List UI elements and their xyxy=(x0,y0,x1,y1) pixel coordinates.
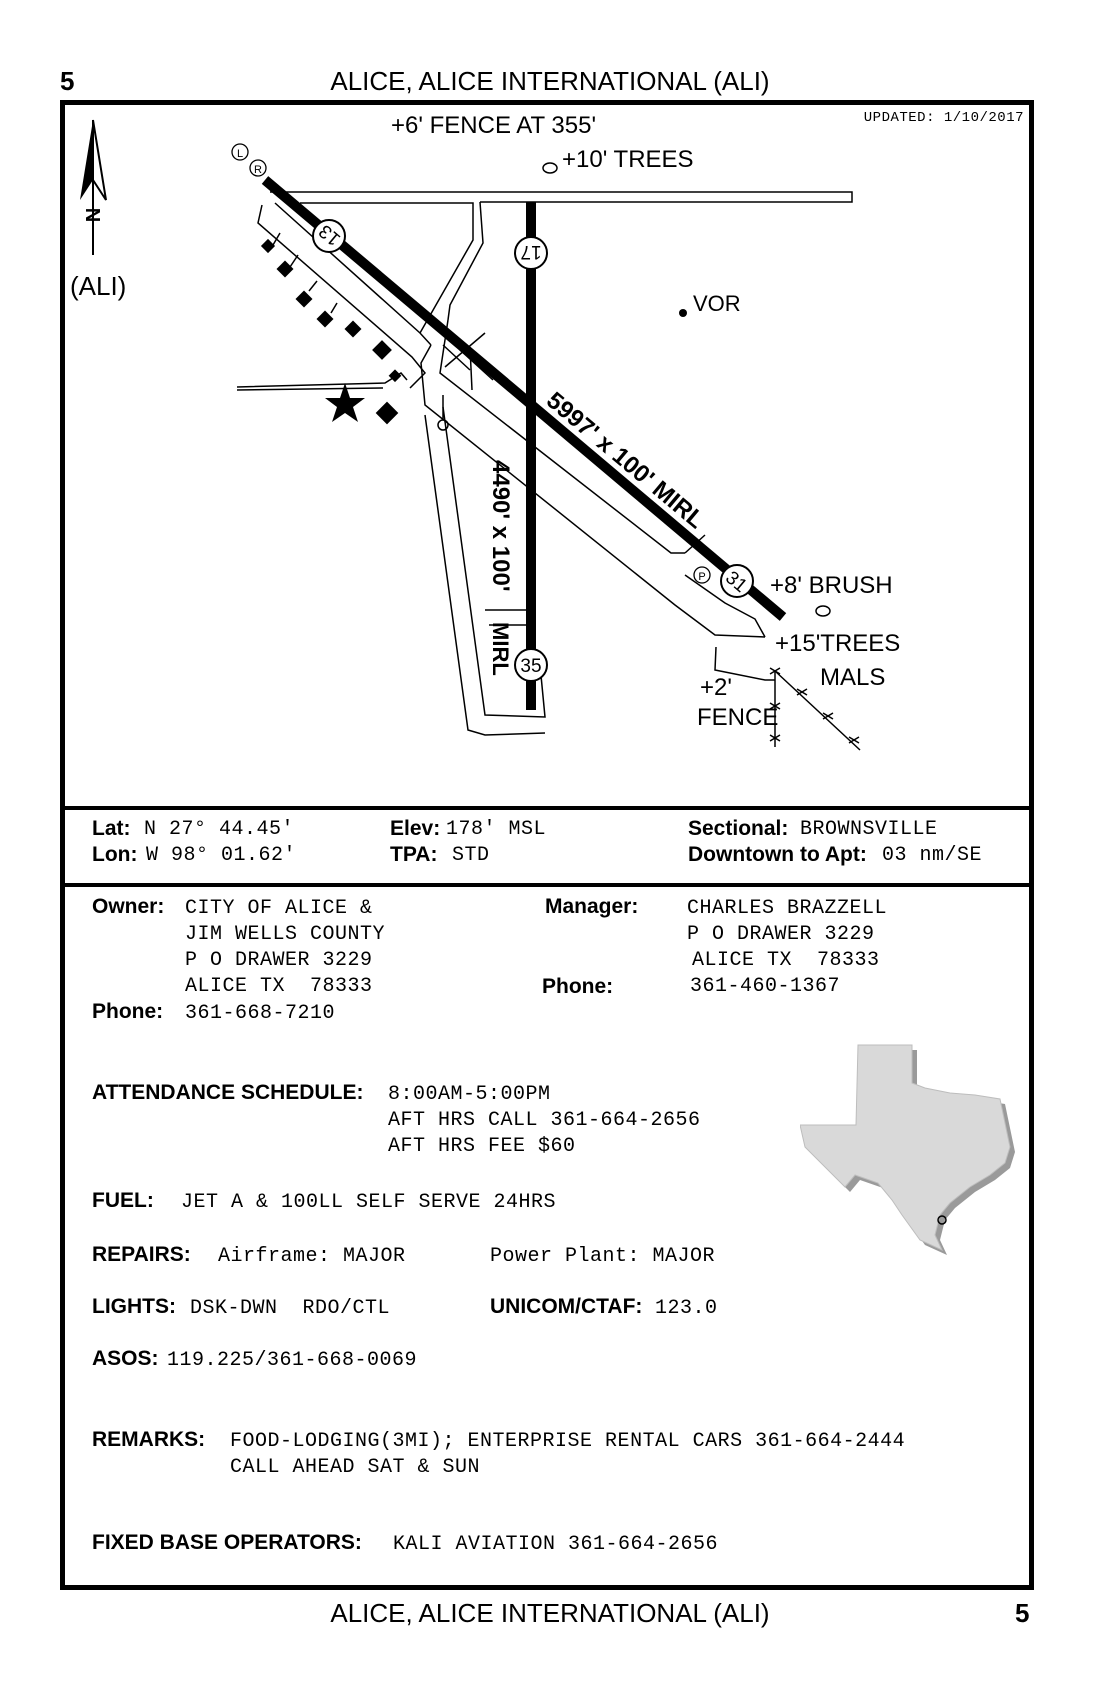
note-brush: +8' BRUSH xyxy=(770,572,893,599)
note-mals: MALS xyxy=(820,664,885,691)
vor-label: VOR xyxy=(693,291,741,316)
downtown-value: 03 nm/SE xyxy=(882,844,983,867)
trees-north-icon xyxy=(542,162,558,174)
lat-label: Lat: xyxy=(92,817,131,840)
manager-line: P O DRAWER 3229 xyxy=(687,923,875,946)
lon-value: W 98° 01.62' xyxy=(146,844,297,867)
manager-label: Manager: xyxy=(545,895,639,918)
vor-icon xyxy=(679,309,687,317)
note-fence-south-1: +2' xyxy=(700,674,732,701)
manager-phone-label: Phone: xyxy=(542,975,614,998)
north-label: N xyxy=(81,208,103,222)
manager-phone: 361-460-1367 xyxy=(690,975,841,998)
svg-text:P: P xyxy=(698,571,705,583)
windcone-icon xyxy=(437,332,494,431)
note-fence-south-2: FENCE xyxy=(697,704,778,731)
mals-fence-line xyxy=(769,667,861,751)
svg-text:17: 17 xyxy=(520,241,541,262)
downtown-label: Downtown to Apt: xyxy=(688,843,867,866)
airport-identifier: (ALI) xyxy=(70,271,126,301)
updated-date: UPDATED: 1/10/2017 xyxy=(863,110,1024,126)
owner-phone: 361-668-7210 xyxy=(185,1002,336,1025)
elev-label: Elev: xyxy=(390,817,441,840)
attendance-label: ATTENDANCE SCHEDULE: xyxy=(92,1081,364,1104)
marker-P: P xyxy=(693,566,711,584)
airport-location-icon xyxy=(937,1215,947,1225)
unicom-value: 123.0 xyxy=(655,1297,718,1320)
sectional-label: Sectional: xyxy=(688,817,789,840)
note-trees-north: +10' TREES xyxy=(562,146,694,173)
marker-L: L xyxy=(231,143,249,161)
attendance-line: AFT HRS FEE $60 xyxy=(388,1135,576,1158)
hangar-connectors xyxy=(272,232,338,314)
repairs-airframe: Airframe: MAJOR xyxy=(218,1245,406,1268)
lights-value: DSK-DWN RDO/CTL xyxy=(190,1297,391,1320)
attendance-line: AFT HRS CALL 361-664-2656 xyxy=(388,1109,701,1132)
lon-label: Lon: xyxy=(92,843,138,866)
asos-label: ASOS: xyxy=(92,1347,159,1370)
terminal-star-icon xyxy=(325,383,365,422)
divider-diagram xyxy=(60,806,1034,810)
footer-title: ALICE, ALICE INTERNATIONAL (ALI) xyxy=(330,1598,770,1628)
owner-line: CITY OF ALICE & xyxy=(185,897,373,920)
footer-page-number: 5 xyxy=(1015,1598,1030,1628)
remarks-line: FOOD-LODGING(3MI); ENTERPRISE RENTAL CAR… xyxy=(230,1430,906,1453)
repairs-label: REPAIRS: xyxy=(92,1243,191,1266)
remarks-label: REMARKS: xyxy=(92,1428,206,1451)
header-title: ALICE, ALICE INTERNATIONAL (ALI) xyxy=(330,66,770,96)
hangar-icons xyxy=(260,238,402,425)
svg-text:35: 35 xyxy=(520,656,541,677)
unicom-label: UNICOM/CTAF: xyxy=(490,1295,643,1318)
runway-17-35-label-2: MIRL xyxy=(488,622,513,676)
taxiways xyxy=(236,191,853,736)
tpa-label: TPA: xyxy=(390,843,438,866)
header-page-number: 5 xyxy=(60,66,75,96)
note-trees-south: +15'TREES xyxy=(775,630,900,657)
manager-line: ALICE TX 78333 xyxy=(692,949,880,972)
north-arrow-icon: N xyxy=(80,119,107,255)
fuel-value: JET A & 100LL SELF SERVE 24HRS xyxy=(181,1191,557,1214)
runway-13-31 xyxy=(261,176,787,621)
attendance-line: 8:00AM-5:00PM xyxy=(388,1083,551,1106)
asos-value: 119.225/361-668-0069 xyxy=(167,1349,418,1372)
repairs-powerplant: Power Plant: MAJOR xyxy=(490,1245,716,1268)
airport-diagram: N (ALI) xyxy=(70,112,900,751)
owner-label: Owner: xyxy=(92,895,165,918)
runway-17-35-label-1: 4490' x 100' xyxy=(487,460,514,592)
owner-line: ALICE TX 78333 xyxy=(185,975,373,998)
runway-end-31: 31 xyxy=(720,564,754,598)
owner-phone-label: Phone: xyxy=(92,1000,164,1023)
owner-line: P O DRAWER 3229 xyxy=(185,949,373,972)
remarks-line: CALL AHEAD SAT & SUN xyxy=(230,1456,481,1479)
fbo-value: KALI AVIATION 361-664-2656 xyxy=(393,1533,719,1556)
divider-location xyxy=(60,883,1034,887)
fbo-label: FIXED BASE OPERATORS: xyxy=(92,1531,362,1554)
lat-value: N 27° 44.45' xyxy=(144,818,295,841)
sectional-value: BROWNSVILLE xyxy=(800,818,938,841)
elev-value: 178' MSL xyxy=(446,818,547,841)
runway-end-13: 13 xyxy=(312,219,346,253)
svg-text:R: R xyxy=(254,164,262,176)
runway-13-31-label: 5997' x 100' MIRL xyxy=(541,387,709,534)
fuel-label: FUEL: xyxy=(92,1189,154,1212)
brush-icon xyxy=(815,605,831,617)
runway-end-35: 35 xyxy=(514,648,548,682)
svg-text:L: L xyxy=(237,148,243,160)
marker-R: R xyxy=(249,159,267,177)
page-frame xyxy=(60,100,1034,1590)
lights-label: LIGHTS: xyxy=(92,1295,176,1318)
note-fence-north: +6' FENCE AT 355' xyxy=(391,112,596,139)
manager-line: CHARLES BRAZZELL xyxy=(687,897,888,920)
texas-map xyxy=(800,1044,1015,1255)
runway-end-17: 17 xyxy=(514,236,548,270)
owner-line: JIM WELLS COUNTY xyxy=(185,923,386,946)
texas-shape xyxy=(800,1044,1011,1252)
tpa-value: STD xyxy=(452,844,490,867)
